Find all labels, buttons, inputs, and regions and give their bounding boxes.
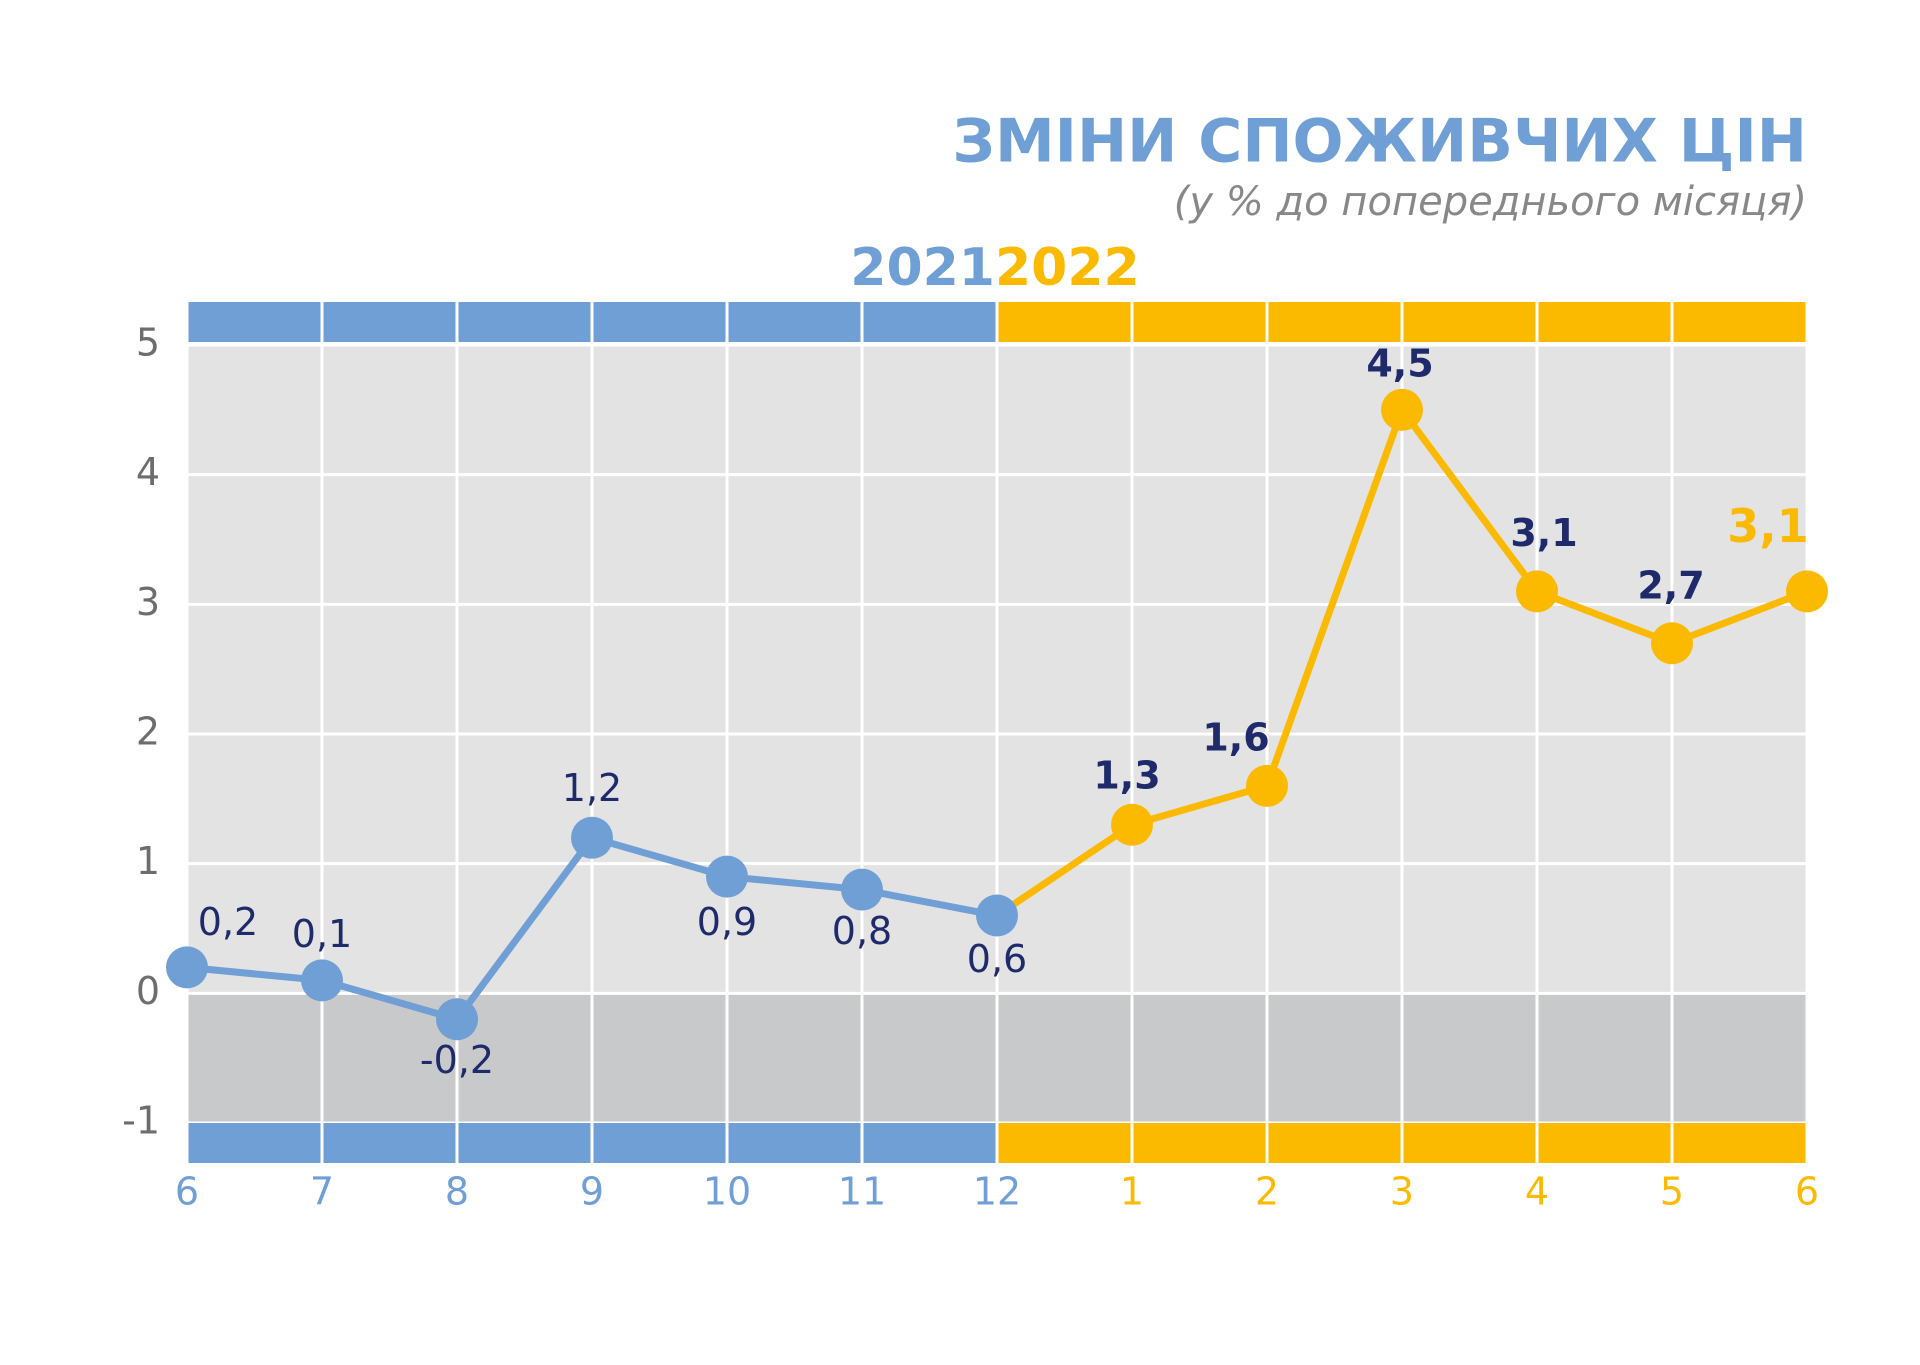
- data-label: 2,7: [1637, 564, 1704, 608]
- data-point: [1381, 388, 1423, 431]
- data-label: 0,6: [967, 937, 1027, 981]
- data-point: [436, 998, 478, 1041]
- data-point: [841, 868, 883, 911]
- y-tick-label: -1: [122, 1099, 160, 1143]
- x-tick-label: 4: [1525, 1170, 1549, 1214]
- data-point: [301, 959, 343, 1002]
- x-tick-label: 9: [580, 1170, 604, 1214]
- data-point: [166, 946, 208, 989]
- legend-label: 2022: [995, 238, 1140, 298]
- legend-label: 2021: [850, 238, 995, 298]
- chart-subtitle: (у % до попереднього місяця): [1174, 179, 1807, 225]
- data-label: -0,2: [420, 1038, 494, 1082]
- x-tick-label: 7: [310, 1170, 334, 1214]
- data-point: [1246, 764, 1288, 807]
- data-label: 4,5: [1366, 341, 1433, 385]
- data-label: 0,2: [198, 900, 258, 944]
- chart-title: ЗМІНИ СПОЖИВЧИХ ЦІН: [952, 107, 1807, 177]
- data-label: 1,2: [562, 766, 622, 810]
- series-connector: [995, 821, 1134, 919]
- data-label: 0,9: [697, 900, 757, 944]
- data-point: [1651, 622, 1693, 665]
- y-tick-label: 1: [136, 839, 160, 883]
- data-label: 1,6: [1202, 715, 1269, 759]
- data-point: [571, 816, 613, 859]
- y-tick-label: 3: [136, 580, 160, 624]
- series-line: [1131, 406, 1809, 829]
- x-tick-label: 3: [1390, 1170, 1414, 1214]
- x-tick-label: 12: [973, 1170, 1021, 1214]
- x-tick-label: 10: [703, 1170, 751, 1214]
- y-tick-label: 2: [136, 710, 160, 754]
- y-tick-label: 0: [136, 969, 160, 1013]
- x-tick-label: 2: [1255, 1170, 1279, 1214]
- data-label: 3,1: [1727, 499, 1809, 553]
- y-tick-label: 4: [136, 450, 160, 494]
- data-point: [1786, 570, 1828, 613]
- x-tick-label: 11: [838, 1170, 886, 1214]
- data-point: [976, 894, 1018, 937]
- data-label: 0,1: [292, 912, 352, 956]
- x-tick-label: 6: [1795, 1170, 1819, 1214]
- data-label: 3,1: [1510, 511, 1577, 555]
- data-point: [1111, 803, 1153, 846]
- data-label: 0,8: [832, 909, 892, 953]
- data-point: [706, 855, 748, 898]
- x-tick-label: 8: [445, 1170, 469, 1214]
- y-tick-label: 5: [136, 321, 160, 365]
- data-label: 1,3: [1093, 753, 1160, 797]
- x-tick-label: 1: [1120, 1170, 1144, 1214]
- x-tick-label: 5: [1660, 1170, 1684, 1214]
- x-tick-label: 6: [175, 1170, 199, 1214]
- data-point: [1516, 570, 1558, 613]
